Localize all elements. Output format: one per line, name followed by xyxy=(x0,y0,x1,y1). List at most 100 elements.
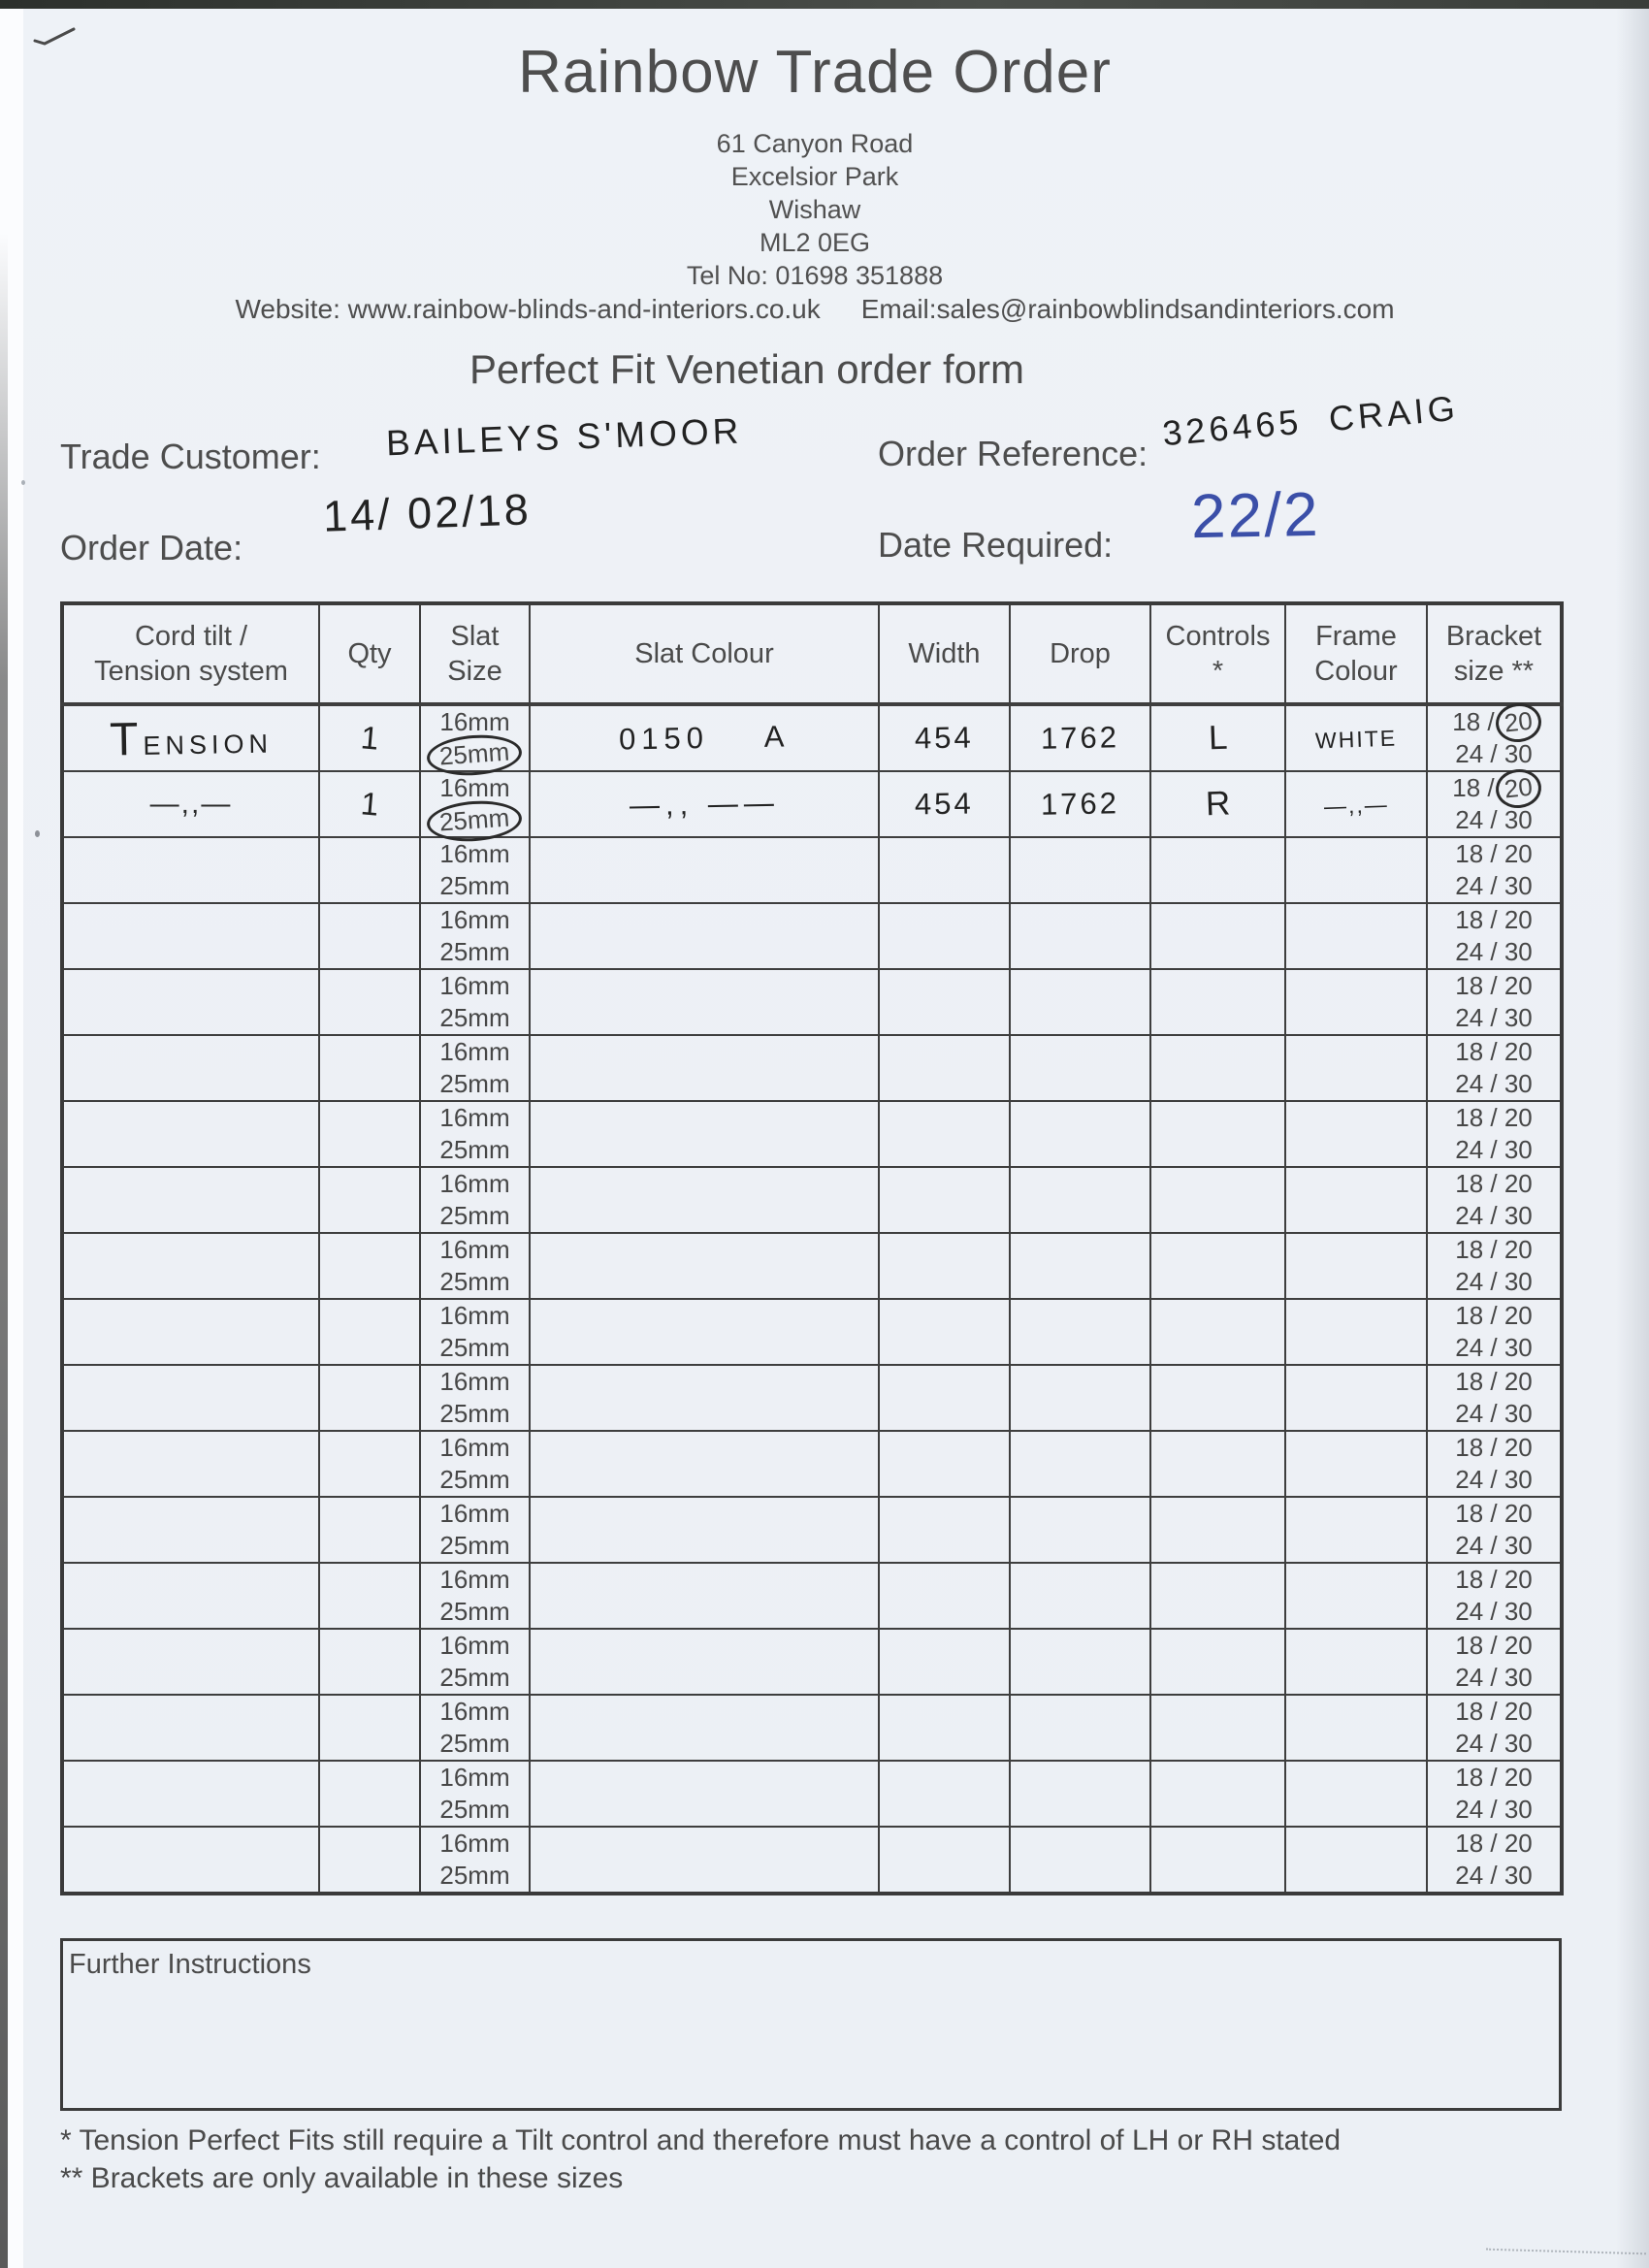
pen-corner-mark xyxy=(33,23,78,53)
width-cell xyxy=(878,1430,1011,1498)
drop-cell xyxy=(1009,902,1151,970)
slat-size-cell: 16mm 25mm xyxy=(419,1562,531,1630)
bracket-18-20-option: 18 / 20 xyxy=(1455,1103,1533,1132)
controls-cell xyxy=(1149,836,1286,904)
cord-tilt-cell xyxy=(61,1298,320,1366)
frame-colour-cell xyxy=(1284,1034,1428,1102)
order-row: 16mm 25mm 18 / 20 24 / 30 xyxy=(61,836,1563,904)
qty-cell xyxy=(318,1430,421,1498)
slat-colour-cell xyxy=(529,1430,880,1498)
slat-size-cell: 16mm 25mm xyxy=(419,770,531,845)
cord-tilt-cell xyxy=(61,1496,320,1564)
controls-cell xyxy=(1149,1430,1286,1498)
bracket-18-20-option: 18 / 20 xyxy=(1455,1697,1533,1726)
slat-colour-cell xyxy=(529,1364,880,1432)
slat-colour-cell xyxy=(529,968,880,1036)
bracket-24-30-option: 24 / 30 xyxy=(1455,1069,1533,1098)
cord-tilt-cell xyxy=(61,1694,320,1762)
bracket-size-cell: 18 / 20 24 / 30 xyxy=(1426,1562,1563,1630)
slat-16mm-option: 16mm xyxy=(439,1301,510,1330)
bracket-18-20-option: 18 / 20 xyxy=(1455,1763,1533,1792)
controls-cell: L xyxy=(1149,703,1286,772)
drop-cell: 1762 xyxy=(1009,703,1151,772)
header-bracket-size: Bracket size ** xyxy=(1426,602,1563,706)
slat-16mm-option: 16mm xyxy=(439,1103,510,1132)
slat-16mm-option: 16mm xyxy=(439,1631,510,1660)
controls-cell xyxy=(1149,1298,1286,1366)
order-row: 16mm 25mm 18 / 20 24 / 30 xyxy=(61,1562,1563,1630)
cord-tilt-cell xyxy=(61,1760,320,1828)
slat-colour-cell xyxy=(529,1826,880,1895)
slat-25mm-option: 25mm xyxy=(439,1267,510,1296)
footnote-tension: * Tension Perfect Fits still require a T… xyxy=(60,2124,1342,2156)
controls-cell xyxy=(1149,1166,1286,1234)
cord-tilt-cell xyxy=(61,1364,320,1432)
qty-cell xyxy=(318,1100,421,1168)
website-text: Website: www.rainbow-blinds-and-interior… xyxy=(235,294,821,324)
order-row: 16mm 25mm 18 / 20 24 / 30 xyxy=(61,1430,1563,1498)
order-row: 16mm 25mm 18 / 20 24 / 30 xyxy=(61,902,1563,970)
slat-25mm-option: 25mm xyxy=(439,1135,510,1164)
slat-25mm-option: 25mm xyxy=(439,1795,510,1824)
drop-cell xyxy=(1009,1430,1151,1498)
width-cell xyxy=(878,1298,1011,1366)
bracket-24-30-option: 24 / 30 xyxy=(1455,1861,1533,1890)
drop-cell xyxy=(1009,1694,1151,1762)
order-row: TENSION 1 16mm 25mm 0150 A 454 1762 L WHITE 18 / … xyxy=(61,700,1563,779)
slat-16mm-option: 16mm xyxy=(439,773,510,802)
cord-tilt-cell: TENSION xyxy=(61,703,320,772)
further-instructions-box: Further Instructions xyxy=(60,1938,1562,2111)
order-row: 16mm 25mm 18 / 20 24 / 30 xyxy=(61,1496,1563,1564)
width-cell xyxy=(878,836,1011,904)
width-cell xyxy=(878,1562,1011,1630)
drop-cell xyxy=(1009,1496,1151,1564)
qty-cell xyxy=(318,1166,421,1234)
bracket-size-cell: 18 / 20 24 / 30 xyxy=(1426,902,1563,970)
drop-cell xyxy=(1009,1364,1151,1432)
frame-colour-cell xyxy=(1284,1694,1428,1762)
frame-colour-cell xyxy=(1284,1100,1428,1168)
telephone-line: Tel No: 01698 351888 xyxy=(686,261,944,290)
slat-16mm-option: 16mm xyxy=(439,1037,510,1066)
company-address: 61 Canyon Road Excelsior Park Wishaw ML2… xyxy=(0,127,1630,259)
header-frame-colour: Frame Colour xyxy=(1284,602,1428,706)
drop-cell xyxy=(1009,968,1151,1036)
bracket-size-cell: 18 / 20 24 / 30 xyxy=(1426,766,1563,838)
qty-cell xyxy=(318,1364,421,1432)
slat-16mm-option: 16mm xyxy=(439,1499,510,1528)
frame-colour-cell xyxy=(1284,1298,1428,1366)
frame-colour-cell xyxy=(1284,1496,1428,1564)
order-row: 16mm 25mm 18 / 20 24 / 30 xyxy=(61,968,1563,1036)
slat-colour-cell xyxy=(529,902,880,970)
bracket-size-cell: 18 / 20 24 / 30 xyxy=(1426,1760,1563,1828)
slat-size-cell: 16mm 25mm xyxy=(419,1100,531,1168)
qty-cell xyxy=(318,968,421,1036)
slat-size-cell: 16mm 25mm xyxy=(419,968,531,1036)
cord-tilt-cell: —,,— xyxy=(61,770,320,838)
controls-cell xyxy=(1149,1562,1286,1630)
order-reference-value: 326465 CRAIG xyxy=(1160,387,1461,454)
controls-cell xyxy=(1149,1496,1286,1564)
qty-cell xyxy=(318,1034,421,1102)
slat-size-cell: 16mm 25mm xyxy=(419,703,531,779)
address-line-4: ML2 0EG xyxy=(759,228,871,257)
controls-cell xyxy=(1149,902,1286,970)
order-row: 16mm 25mm 18 / 20 24 / 30 xyxy=(61,1826,1563,1895)
order-row: 16mm 25mm 18 / 20 24 / 30 xyxy=(61,1166,1563,1234)
further-instructions-label: Further Instructions xyxy=(69,1949,311,1980)
slat-16mm-option: 16mm xyxy=(439,1697,510,1726)
slat-16mm-option: 16mm xyxy=(439,1433,510,1462)
width-cell xyxy=(878,1826,1011,1895)
scanner-top-edge xyxy=(0,0,1649,9)
slat-25mm-option: 25mm xyxy=(439,937,510,966)
bracket-size-cell: 18 / 20 24 / 30 xyxy=(1426,1100,1563,1168)
bracket-18-20-option: 18 / 20 xyxy=(1428,766,1560,811)
slat-25mm-option: 25mm xyxy=(421,797,529,845)
width-cell: 454 xyxy=(878,703,1011,772)
slat-size-cell: 16mm 25mm xyxy=(419,1232,531,1300)
cord-tilt-cell xyxy=(61,1166,320,1234)
slat-colour-cell: 0150 A xyxy=(529,703,880,772)
cord-tilt-cell xyxy=(61,1430,320,1498)
controls-cell: R xyxy=(1149,770,1286,838)
width-cell xyxy=(878,968,1011,1036)
